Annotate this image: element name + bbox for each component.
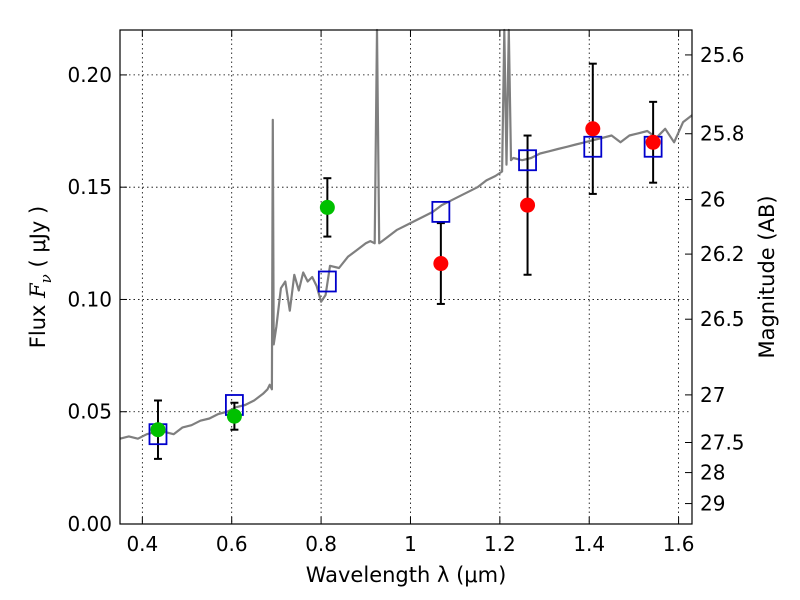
x-tick-label: 0.6 — [216, 532, 248, 556]
x-tick-label: 1.2 — [484, 532, 516, 556]
y-ticks: 0.00 0.05 0.10 0.15 0.20 — [67, 63, 127, 536]
y-axis-title-unit-close: ) — [26, 206, 50, 221]
x-tick-label: 0.8 — [305, 532, 337, 556]
y-axis-title-symbol: F — [26, 282, 50, 299]
x-tick-label: 1.4 — [573, 532, 605, 556]
y2-tick-label: 25.6 — [700, 43, 745, 67]
x-axis-title: Wavelength λ (μm) — [306, 563, 507, 587]
y-tick-label: 0.05 — [67, 400, 112, 424]
x-tick-label: 1.6 — [663, 532, 695, 556]
y-axis-title-prefix: Flux — [26, 298, 50, 348]
y-axis-title-subscript: ν — [37, 274, 55, 283]
y-axis-title: Flux Fν ( μJy ) — [26, 206, 55, 348]
y2-tick-label: 28 — [700, 461, 725, 485]
errorbar-layer — [153, 62, 658, 460]
data-point-circle — [585, 121, 601, 137]
y2-axis-title: Magnitude (AB) — [755, 195, 779, 358]
y2-tick-label: 25.8 — [700, 122, 745, 146]
model-photometry-square — [317, 270, 337, 293]
data-point-circle — [226, 408, 242, 424]
spectrum-layer — [119, 28, 693, 440]
y2-tick-label: 26.2 — [700, 242, 745, 266]
x-tick-label: 0.4 — [126, 532, 158, 556]
data-point-circle — [520, 197, 536, 213]
y2-tick-label: 27.5 — [700, 430, 745, 454]
model-photometry-square — [583, 135, 603, 158]
y-tick-label: 0.20 — [67, 63, 112, 87]
data-point-circle — [645, 134, 661, 150]
y-tick-label: 0.00 — [67, 512, 112, 536]
y-axis-title-unit-open: ( — [26, 253, 50, 275]
model-photometry-square — [431, 200, 451, 223]
y2-tick-label: 29 — [700, 492, 725, 516]
data-point-circle — [319, 199, 335, 215]
data-point-circle — [150, 422, 166, 438]
y2-tick-label: 27 — [700, 383, 725, 407]
y-tick-label: 0.10 — [67, 287, 112, 311]
x-tick-label: 1 — [404, 532, 417, 556]
y2-tick-label: 26 — [700, 188, 725, 212]
y-tick-label: 0.15 — [67, 175, 112, 199]
grid-lines — [120, 30, 692, 525]
y-axis-title-unit: μJy — [26, 221, 50, 253]
spectrum-line — [119, 28, 693, 440]
data-point-circle — [433, 256, 449, 272]
x-ticks: 0.4 0.6 0.8 1 1.2 1.4 1.6 — [126, 30, 695, 556]
y2-tick-label: 26.5 — [700, 307, 745, 331]
model-photometry-square — [518, 149, 537, 172]
y2-ticks: 25.6 25.8 26 26.2 26.5 27 27.5 28 29 — [685, 43, 745, 516]
plot-frame — [119, 29, 693, 525]
marker-layer — [148, 121, 663, 446]
